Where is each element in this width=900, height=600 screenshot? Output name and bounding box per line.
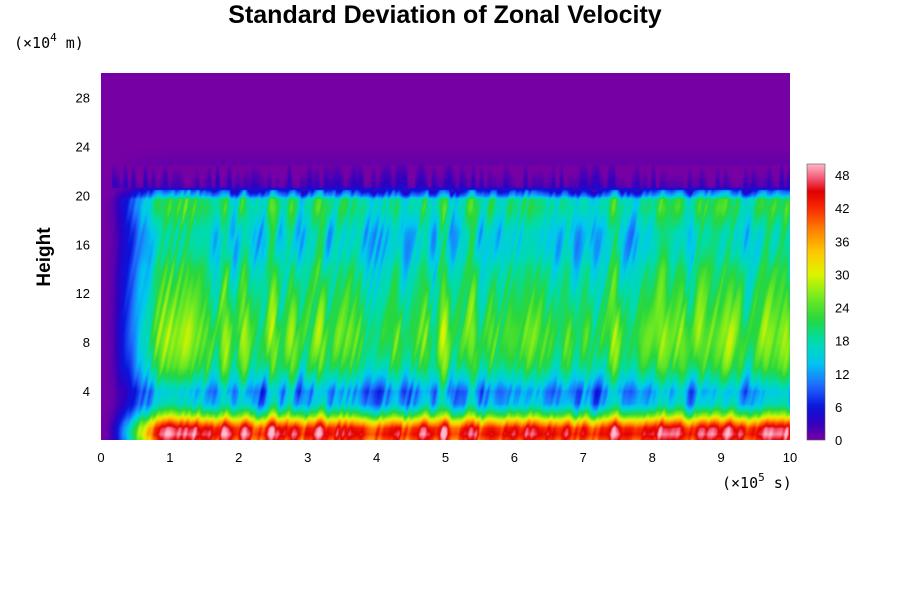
x-tick-label: 0 [97,450,104,465]
x-axis-ticks: 0 1 2 3 4 5 6 7 8 9 10 [97,450,797,465]
colorbar-gradient [806,163,826,441]
y-tick-label: 28 [76,90,90,105]
x-tick-label: 2 [235,450,242,465]
colorbar-tick-label: 18 [835,334,849,349]
colorbar-tick-label: 6 [835,400,842,415]
y-tick-label: 12 [76,286,90,301]
x-tick-label: 9 [717,450,724,465]
y-unit-label: (×104 m) [14,31,84,52]
x-tick-label: 4 [373,450,380,465]
x-unit-label: (×105 s) [722,471,792,492]
heatmap-plot-area [101,73,790,440]
x-tick-label: 5 [442,450,449,465]
colorbar-tick-label: 42 [835,201,849,216]
x-tick-label: 3 [304,450,311,465]
colorbar: 0 6 12 18 24 30 36 42 48 [806,163,849,448]
y-tick-label: 4 [83,384,90,399]
chart-title: Standard Deviation of Zonal Velocity [228,1,662,29]
x-tick-label: 1 [166,450,173,465]
heatmap-image [101,73,790,440]
x-tick-label: 7 [580,450,587,465]
colorbar-tick-label: 36 [835,234,849,249]
colorbar-tick-label: 30 [835,267,849,282]
x-tick-label: 6 [511,450,518,465]
colorbar-tick-label: 24 [835,301,849,316]
y-tick-label: 16 [76,237,90,252]
x-tick-label: 10 [783,450,797,465]
colorbar-tick-label: 0 [835,433,842,448]
y-axis-label: Height [34,227,55,287]
y-tick-label: 8 [83,335,90,350]
y-tick-label: 20 [76,188,90,203]
y-axis-ticks: 4 8 12 16 20 24 28 [76,90,90,399]
colorbar-tick-label: 48 [835,168,849,183]
colorbar-tick-label: 12 [835,367,849,382]
x-tick-label: 8 [649,450,656,465]
y-tick-label: 24 [76,139,90,154]
